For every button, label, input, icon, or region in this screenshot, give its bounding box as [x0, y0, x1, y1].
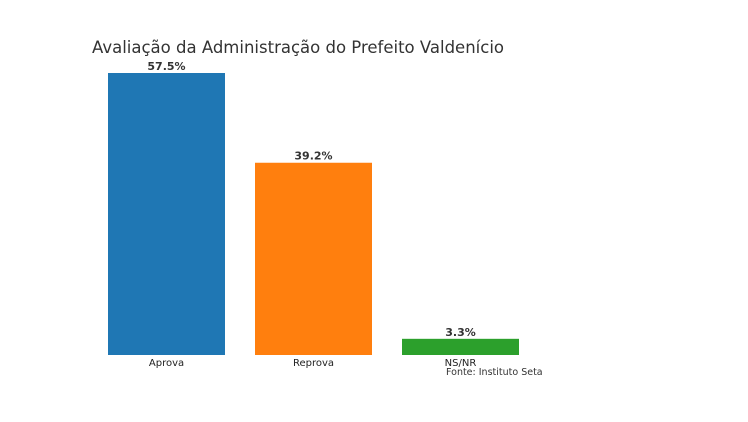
x-tick-labels-group: Aprova Reprova NS/NR — [149, 358, 476, 369]
value-label-aprova: 57.5% — [147, 60, 185, 73]
x-tick-label-reprova: Reprova — [293, 358, 334, 369]
chart-title: Avaliação da Administração do Prefeito V… — [92, 38, 504, 57]
source-note: Fonte: Instituto Seta — [446, 367, 543, 378]
bars-group — [108, 73, 519, 355]
bar-aprova — [108, 73, 225, 355]
bar-reprova — [255, 162, 372, 355]
value-label-reprova: 39.2% — [294, 150, 332, 163]
bar-ns-nr — [402, 338, 519, 355]
value-label-ns-nr: 3.3% — [445, 326, 476, 339]
value-labels-group: 57.5% 39.2% 3.3% — [147, 60, 475, 339]
x-tick-label-ns-nr: NS/NR — [445, 358, 477, 369]
x-tick-label-aprova: Aprova — [149, 358, 184, 369]
